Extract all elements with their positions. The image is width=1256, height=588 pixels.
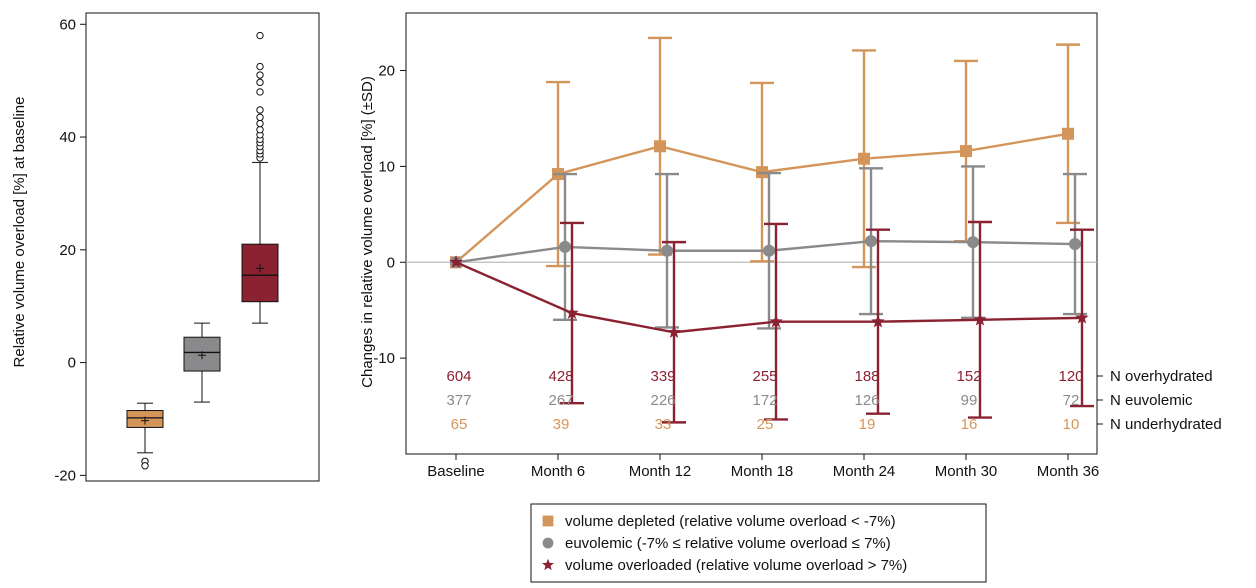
n-count-value: 25 <box>757 416 774 433</box>
boxplot-frame <box>85 12 320 482</box>
box-outlier <box>141 462 149 470</box>
n-count-value: 65 <box>451 416 468 433</box>
line-chart-series <box>449 36 1094 424</box>
line-x-tick-label: Month 24 <box>833 463 896 480</box>
n-row-label: N euvolemic <box>1110 392 1193 409</box>
legend-frame <box>530 503 987 583</box>
marker-star <box>667 325 681 338</box>
boxplot-y-axis-label: Relative volume overload [%] at baseline <box>11 97 28 368</box>
n-count-value: 172 <box>752 392 777 409</box>
marker-star <box>871 314 885 328</box>
marker-square <box>654 140 666 153</box>
boxplot-y-tick-label: 20 <box>59 242 76 259</box>
marker-square <box>858 152 870 165</box>
box-euvolemic <box>183 322 221 403</box>
line-x-tick-label: Month 12 <box>629 463 692 480</box>
boxplot-y-tick-label: -20 <box>54 467 76 484</box>
n-count-value: 126 <box>854 392 879 409</box>
n-count-value: 255 <box>752 368 777 385</box>
box-outlier <box>256 106 264 114</box>
n-count-value: 226 <box>650 392 675 409</box>
legend-item-label: volume overloaded (relative volume overl… <box>565 557 907 574</box>
line-y-tick-label: 20 <box>378 63 395 80</box>
line-chart-panel: -10 0 10 20 Baseline Month 6 Month 12 Month 18… <box>359 12 1222 480</box>
line-x-tick-label: Month 6 <box>531 463 585 480</box>
box-outlier <box>256 88 264 96</box>
box-outlier <box>256 31 264 40</box>
marker-square <box>1062 127 1074 140</box>
marker-star <box>542 558 554 571</box>
boxplot-y-tick-label: 0 <box>68 355 76 372</box>
marker-star <box>565 306 579 319</box>
line-chart-y-axis: -10 0 10 20 <box>373 63 406 367</box>
boxplot-y-tick-label: 40 <box>59 129 76 146</box>
boxplot-panel: -20 0 20 40 60 Relative volume overload [%] … <box>11 12 320 484</box>
n-count-value: 120 <box>1058 368 1083 385</box>
box-outlier <box>256 78 264 87</box>
boxplot-y-tick-label: 60 <box>59 16 76 33</box>
box-iqr <box>241 243 279 303</box>
legend-item-label: volume depleted (relative volume overloa… <box>565 513 896 530</box>
line-x-tick-label: Month 36 <box>1037 463 1100 480</box>
box-overloaded <box>241 31 279 324</box>
marker-circle <box>661 244 673 257</box>
marker-circle <box>542 537 554 549</box>
marker-circle <box>763 244 775 257</box>
n-count-value: 339 <box>650 368 675 385</box>
n-count-value: 39 <box>553 416 570 433</box>
line-chart-frame <box>405 12 1098 455</box>
series-euvolemic <box>450 165 1087 330</box>
line-x-tick-label: Baseline <box>427 463 485 480</box>
legend-item-label: euvolemic (-7% ≤ relative volume overloa… <box>565 535 891 552</box>
marker-circle <box>865 235 877 248</box>
box-depleted <box>126 402 164 470</box>
legend-items: volume depleted (relative volume overloa… <box>542 513 907 574</box>
line-y-tick-label: 0 <box>387 254 395 271</box>
n-count-value: 99 <box>961 392 978 409</box>
marker-star <box>973 312 987 326</box>
n-count-value: 72 <box>1063 392 1080 409</box>
n-count-value: 428 <box>548 368 573 385</box>
line-y-tick-label: 10 <box>378 158 395 175</box>
legend-item-depleted: volume depleted (relative volume overloa… <box>542 513 896 530</box>
box-outlier <box>256 62 264 71</box>
box-outlier <box>256 119 264 128</box>
marker-square <box>542 515 554 527</box>
n-count-value: 19 <box>859 416 876 433</box>
marker-star <box>769 314 783 328</box>
n-count-value: 604 <box>446 368 471 385</box>
n-count-value: 33 <box>655 416 672 433</box>
n-count-value: 152 <box>956 368 981 385</box>
box-outlier <box>256 126 264 134</box>
line-x-tick-label: Month 30 <box>935 463 998 480</box>
n-row-label: N underhydrated <box>1110 416 1222 433</box>
n-count-value: 188 <box>854 368 879 385</box>
marker-star <box>1075 310 1089 324</box>
box-outlier <box>256 113 264 122</box>
box-outlier <box>256 71 264 79</box>
line-chart-y-axis-label: Changes in relative volume overload [%] … <box>359 76 376 388</box>
boxplot-y-axis: -20 0 20 40 60 <box>54 16 86 484</box>
n-count-value: 10 <box>1063 416 1080 433</box>
line-chart-x-axis: Baseline Month 6 Month 12 Month 18 Month 24 M… <box>427 454 1099 480</box>
marker-circle <box>967 236 979 249</box>
marker-circle <box>1069 238 1081 251</box>
series-depleted <box>450 36 1080 269</box>
line-y-tick-label: -10 <box>373 350 395 367</box>
n-count-value: 377 <box>446 392 471 409</box>
n-count-value: 16 <box>961 416 978 433</box>
marker-square <box>960 145 972 158</box>
legend-item-euvolemic: euvolemic (-7% ≤ relative volume overloa… <box>542 535 891 552</box>
legend: volume depleted (relative volume overloa… <box>530 503 987 583</box>
series-overloaded <box>449 220 1094 424</box>
marker-circle <box>559 240 571 253</box>
n-count-value: 267 <box>548 392 573 409</box>
n-count-table: 604 428 339 255 188 152 120 N overhydrated 377 26… <box>446 368 1221 433</box>
boxplot-boxes <box>126 31 279 470</box>
marker-star <box>449 255 463 268</box>
line-x-tick-label: Month 18 <box>731 463 794 480</box>
legend-item-overloaded: volume overloaded (relative volume overl… <box>542 557 907 574</box>
n-row-label: N overhydrated <box>1110 368 1213 385</box>
